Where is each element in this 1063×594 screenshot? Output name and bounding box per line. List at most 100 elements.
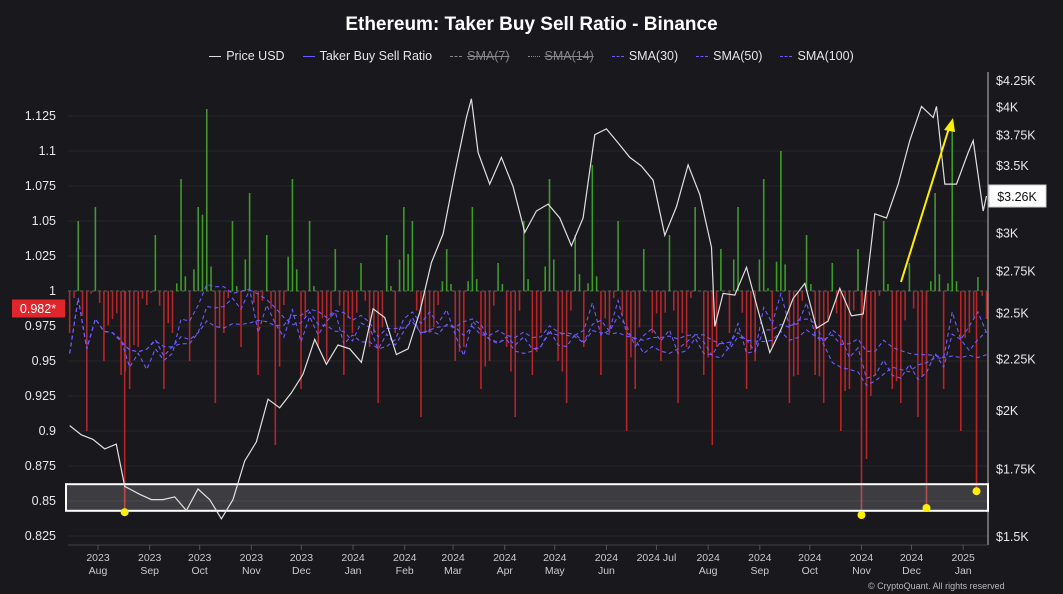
legend-item[interactable]: SMA(50) [696, 49, 762, 63]
legend-item[interactable]: Taker Buy Sell Ratio [302, 49, 433, 63]
x-tick-label: Jan [955, 565, 972, 577]
low-marker-dot [857, 511, 866, 519]
x-tick-label: 2024 [393, 552, 417, 564]
legend-item[interactable]: SMA(7) [450, 49, 510, 63]
ratio-bars [68, 109, 988, 515]
legend-swatch [209, 55, 222, 57]
right-tick-label: $3.75K [996, 129, 1036, 143]
right-tick-label: $4K [996, 100, 1019, 114]
left-tick-label: 0.975 [25, 319, 56, 333]
left-tick-label: 1.05 [32, 214, 56, 228]
legend-swatch [302, 55, 315, 57]
legend-swatch [696, 55, 709, 57]
legend-label: SMA(50) [713, 49, 763, 63]
x-tick-label: 2023 [240, 552, 264, 564]
current-ratio-badge [12, 299, 65, 318]
legend-swatch [450, 55, 463, 57]
legend-swatch [611, 55, 624, 57]
right-tick-label: $2.5K [996, 306, 1029, 320]
x-tick-label: Sep [140, 565, 159, 577]
x-tick-label: 2023 [290, 552, 314, 564]
x-tick-label: 2024 [798, 552, 822, 564]
left-tick-label: 0.95 [32, 354, 56, 368]
x-tick-label: 2023 [138, 552, 162, 564]
right-tick-label: $1.5K [996, 530, 1029, 544]
right-tick-label: $2.25K [996, 352, 1036, 366]
left-tick-label: 1.125 [25, 109, 56, 123]
legend-label: SMA(100) [797, 49, 854, 63]
right-tick-label: $2.75K [996, 265, 1036, 279]
right-tick-label: $4.25K [996, 74, 1036, 88]
legend-item[interactable]: Price USD [209, 49, 285, 63]
price-line [69, 98, 988, 520]
legend-swatch [780, 55, 793, 57]
x-tick-label: 2023 [188, 552, 212, 564]
highlight-band [65, 483, 989, 512]
x-tick-label: 2024 [441, 552, 465, 564]
current-price-badge [988, 184, 1047, 208]
legend-label: SMA(7) [467, 49, 510, 63]
legend-label: Taker Buy Sell Ratio [319, 49, 433, 63]
legend-item[interactable]: SMA(14) [527, 49, 594, 63]
trend-arrow-head [944, 118, 955, 132]
right-tick-label: $3.5K [996, 159, 1029, 173]
legend: Price USD Taker Buy Sell Ratio SMA(7) SMA(1… [0, 49, 1063, 63]
low-marker-dot [922, 504, 931, 512]
low-marker-dot [972, 487, 981, 496]
sma-line [69, 289, 987, 381]
x-tick-label: Nov [242, 565, 261, 577]
left-tick-label: 1.025 [25, 249, 56, 263]
right-tick-label: $2K [996, 404, 1019, 418]
current-price-label: $3.26K [997, 190, 1037, 204]
x-tick-label: 2024 [748, 552, 772, 564]
current-ratio-label: 0.982* [20, 302, 56, 316]
x-tick-label: 2024 [341, 552, 365, 564]
legend-label: Price USD [226, 49, 285, 63]
x-tick-label: Oct [802, 565, 818, 577]
watermark: © CryptoQuant. All rights reserved [868, 581, 1005, 591]
left-tick-label: 0.825 [25, 529, 56, 543]
x-tick-label: Aug [89, 565, 108, 577]
low-marker-dot [120, 508, 129, 517]
x-tick-label: 2024 [493, 552, 517, 564]
x-tick-label: Jan [345, 565, 362, 577]
left-tick-label: 1.1 [39, 144, 56, 158]
x-tick-label: Sep [750, 565, 769, 577]
x-tick-label: Mar [444, 565, 463, 577]
legend-item[interactable]: SMA(30) [611, 49, 679, 63]
right-tick-label: $3K [996, 226, 1019, 240]
x-tick-label: Dec [902, 565, 921, 577]
x-tick-label: Dec [292, 565, 311, 577]
x-tick-label: 2024 [543, 552, 567, 564]
x-tick-label: 2024 [595, 552, 619, 564]
legend-swatch [527, 55, 540, 57]
x-tick-label: 2023 [86, 552, 110, 564]
x-tick-label: Feb [396, 565, 414, 577]
left-tick-label: 1.075 [25, 179, 56, 193]
x-tick-label: 2025 [951, 552, 975, 564]
chart-title: Ethereum: Taker Buy Sell Ratio - Binance [345, 14, 718, 35]
legend-label: SMA(30) [628, 49, 679, 63]
x-tick-label: Jun [598, 565, 615, 577]
trend-arrow [900, 127, 950, 283]
sma-line [69, 283, 988, 387]
legend-label: SMA(14) [544, 49, 594, 63]
left-tick-label: 1 [49, 284, 56, 298]
left-tick-label: 0.875 [25, 459, 56, 473]
x-tick-label: 2024 [900, 552, 924, 564]
x-tick-label: May [545, 565, 566, 577]
x-tick-label: Apr [497, 565, 514, 577]
left-tick-label: 0.85 [32, 494, 56, 508]
left-tick-label: 0.925 [25, 389, 56, 403]
x-tick-label: Aug [699, 565, 718, 577]
x-tick-label: 2024 [850, 552, 874, 564]
sma-line [69, 298, 987, 359]
x-tick-label: 2024 [696, 552, 720, 564]
legend-item[interactable]: SMA(100) [780, 49, 854, 63]
x-tick-label: Nov [852, 565, 871, 577]
right-tick-label: $1.75K [996, 462, 1036, 476]
x-tick-label: Oct [192, 565, 208, 577]
left-tick-label: 0.9 [39, 424, 56, 438]
x-tick-label: 2024 Jul [637, 552, 677, 564]
